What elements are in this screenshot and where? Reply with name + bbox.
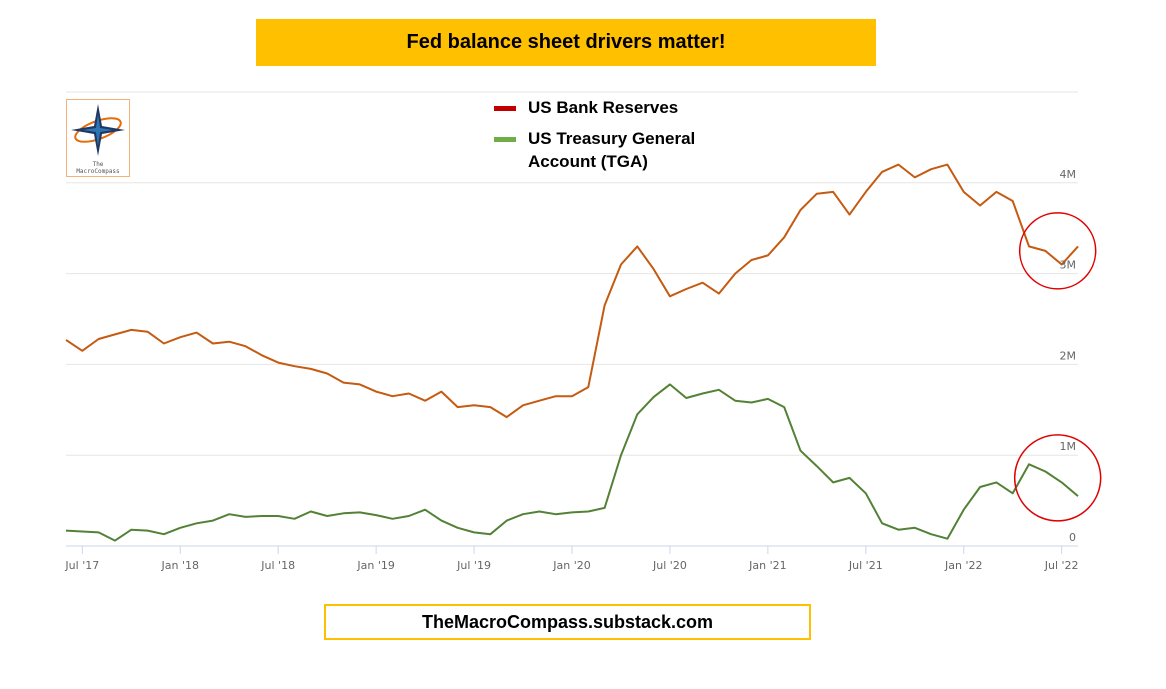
legend-label-reserves: US Bank Reserves bbox=[528, 98, 679, 117]
highlight-circles bbox=[1013, 212, 1102, 522]
chart-title-banner: Fed balance sheet drivers matter! bbox=[256, 19, 876, 66]
y-axis: 0 1M 2M 3M 4M bbox=[1060, 168, 1077, 544]
x-tick-label: Jan '22 bbox=[944, 559, 982, 572]
x-tick-label: Jul '20 bbox=[652, 559, 687, 572]
macro-compass-logo: The MacroCompass bbox=[66, 99, 130, 177]
legend-swatch-reserves bbox=[494, 106, 516, 111]
chart-title: Fed balance sheet drivers matter! bbox=[406, 31, 726, 53]
series-line-reserves bbox=[65, 163, 1079, 419]
logo-wordmark: The MacroCompass bbox=[67, 161, 129, 175]
logo-line-1: The bbox=[92, 161, 104, 168]
x-tick-label: Jul '18 bbox=[260, 559, 295, 572]
y-tick-label: 2M bbox=[1060, 349, 1077, 362]
x-tick-label: Jan '20 bbox=[552, 559, 590, 572]
x-axis: Jul '17 Jan '18 Jul '18 Jan '19 Jul '19 Jan '… bbox=[64, 546, 1079, 572]
logo-line-2: MacroCompass bbox=[76, 168, 120, 175]
y-tick-label: 0 bbox=[1069, 531, 1076, 544]
x-tick-label: Jul '19 bbox=[456, 559, 491, 572]
chart-legend: US Bank Reserves US Treasury General Acc… bbox=[494, 96, 718, 181]
legend-item-tga: US Treasury General Account (TGA) bbox=[494, 127, 718, 173]
y-tick-label: 1M bbox=[1060, 440, 1077, 453]
highlight-circle-reserves bbox=[1018, 212, 1097, 290]
source-url: TheMacroCompass.substack.com bbox=[421, 611, 714, 632]
x-tick-label: Jan '19 bbox=[356, 559, 394, 572]
x-tick-label: Jul '17 bbox=[64, 559, 99, 572]
chart-series bbox=[65, 163, 1079, 542]
compass-star-icon bbox=[71, 104, 125, 156]
source-footer: TheMacroCompass.substack.com bbox=[324, 604, 811, 640]
y-tick-label: 3M bbox=[1060, 259, 1077, 272]
x-tick-label: Jan '18 bbox=[161, 559, 199, 572]
highlight-circle-tga bbox=[1013, 434, 1102, 522]
x-tick-label: Jul '21 bbox=[848, 559, 883, 572]
y-tick-label: 4M bbox=[1060, 168, 1077, 181]
x-tick-label: Jan '21 bbox=[748, 559, 786, 572]
x-tick-label: Jul '22 bbox=[1044, 559, 1079, 572]
legend-label-tga: US Treasury General Account (TGA) bbox=[528, 129, 696, 171]
legend-item-reserves: US Bank Reserves bbox=[494, 96, 718, 119]
legend-swatch-tga bbox=[494, 137, 516, 142]
series-line-tga bbox=[65, 383, 1079, 542]
